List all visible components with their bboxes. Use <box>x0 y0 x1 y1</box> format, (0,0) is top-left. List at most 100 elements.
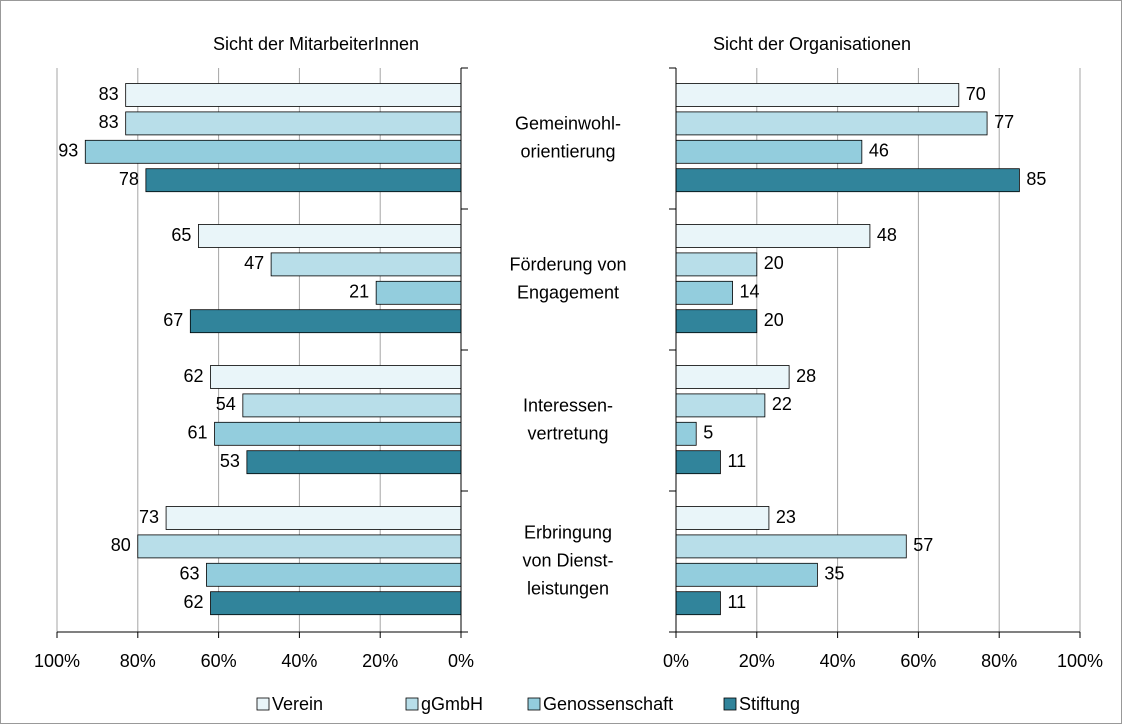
bars <box>84 83 1020 616</box>
bar <box>675 111 988 136</box>
bar <box>165 506 462 530</box>
category-label: Erbringung von Dienst-leistungen <box>522 522 613 598</box>
value-label: 5 <box>703 423 713 443</box>
x-tick-label: 100% <box>34 651 80 671</box>
x-tick-label: 0% <box>448 651 474 671</box>
category-line: von Dienst- <box>522 550 613 570</box>
x-tick-label: 80% <box>120 651 156 671</box>
bar <box>145 168 462 193</box>
x-tick-label: 80% <box>981 651 1017 671</box>
panel-title: Sicht der Organisationen <box>713 34 911 54</box>
bar <box>125 111 462 136</box>
x-tick-label: 0% <box>663 651 689 671</box>
category-line: Gemeinwohl- <box>515 113 621 133</box>
value-label: 11 <box>727 451 746 471</box>
value-label: 20 <box>764 253 784 273</box>
bar <box>675 309 758 334</box>
bar <box>206 562 462 587</box>
value-label: 46 <box>869 141 889 161</box>
value-label: 83 <box>99 112 119 132</box>
value-label: 62 <box>183 366 203 386</box>
bar <box>675 591 721 616</box>
value-label: 23 <box>776 507 796 527</box>
value-label: 77 <box>994 112 1014 132</box>
value-label: 11 <box>727 592 746 612</box>
legend-label: gGmbH <box>421 694 483 714</box>
bar <box>675 365 790 389</box>
value-label: 65 <box>171 225 191 245</box>
value-label: 35 <box>824 564 844 584</box>
legend-swatch <box>723 697 737 711</box>
value-label: 73 <box>139 507 159 527</box>
bar <box>675 168 1020 193</box>
bar <box>125 83 462 107</box>
value-label: 28 <box>796 366 816 386</box>
value-label: 85 <box>1026 169 1046 189</box>
legend-swatch <box>527 697 541 711</box>
bar <box>189 309 462 334</box>
value-label: 62 <box>183 592 203 612</box>
bar <box>375 280 462 305</box>
value-label: 53 <box>220 451 240 471</box>
value-label: 80 <box>111 535 131 555</box>
category-line: leistungen <box>527 578 609 598</box>
legend-label: Stiftung <box>739 694 800 714</box>
value-label: 14 <box>740 282 760 302</box>
legend-label: Genossenschaft <box>543 694 673 714</box>
value-label: 83 <box>99 84 119 104</box>
bar <box>675 393 766 418</box>
bar <box>675 83 960 107</box>
bar <box>675 139 863 164</box>
x-tick-label: 100% <box>1057 651 1103 671</box>
bar <box>246 450 462 475</box>
category-label: Gemeinwohl-orientierung <box>515 113 621 161</box>
value-label: 67 <box>163 310 183 330</box>
bar <box>242 393 462 418</box>
x-tick-label: 20% <box>739 651 775 671</box>
category-line: Interessen- <box>523 395 613 415</box>
value-label: 21 <box>349 282 369 302</box>
bar <box>675 224 871 248</box>
bar <box>675 421 697 446</box>
bar <box>210 591 462 616</box>
bar <box>197 224 462 248</box>
bar <box>270 252 462 277</box>
bar <box>675 280 733 305</box>
category-line: vertretung <box>527 423 608 443</box>
x-tick-label: 60% <box>900 651 936 671</box>
value-label: 93 <box>58 141 78 161</box>
value-label: 78 <box>119 169 139 189</box>
bar <box>210 365 462 389</box>
value-label: 48 <box>877 225 897 245</box>
category-line: Förderung von <box>509 254 626 274</box>
panel-title: Sicht der MitarbeiterInnen <box>213 34 419 54</box>
value-label: 61 <box>188 423 208 443</box>
value-label: 20 <box>764 310 784 330</box>
bar <box>214 421 462 446</box>
legend-swatch <box>405 697 419 711</box>
bar <box>675 534 907 559</box>
bar <box>675 562 818 587</box>
category-line: orientierung <box>520 141 615 161</box>
bar <box>137 534 462 559</box>
x-tick-label: 60% <box>201 651 237 671</box>
x-tick-label: 40% <box>281 651 317 671</box>
category-line: Engagement <box>517 282 619 302</box>
x-tick-label: 20% <box>362 651 398 671</box>
legend-swatch <box>256 697 270 711</box>
category-label: Förderung von Engagement <box>509 254 626 302</box>
x-tick-label: 40% <box>820 651 856 671</box>
value-label: 70 <box>966 84 986 104</box>
category-label: Interessen-vertretung <box>523 395 613 443</box>
value-label: 57 <box>913 535 933 555</box>
bar <box>84 139 462 164</box>
bar <box>675 506 770 530</box>
value-label: 47 <box>244 253 264 273</box>
category-line: Erbringung <box>524 522 612 542</box>
value-label: 22 <box>772 394 792 414</box>
bar <box>675 450 721 475</box>
value-label: 54 <box>216 394 236 414</box>
bar <box>675 252 758 277</box>
